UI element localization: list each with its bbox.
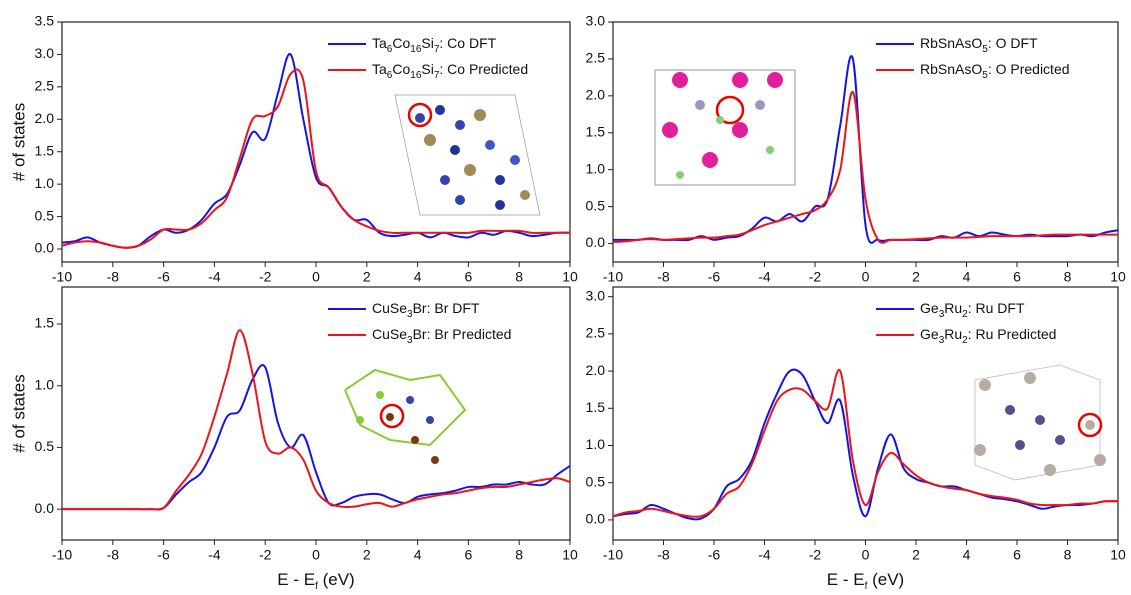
y-tick-label: 3.0 bbox=[586, 287, 606, 303]
x-tick-label: -8 bbox=[107, 547, 120, 563]
y-tick-label: 1.0 bbox=[35, 376, 55, 392]
x-tick-label: -2 bbox=[259, 547, 272, 563]
y-tick-label: 3.0 bbox=[35, 45, 55, 61]
x-tick-label: -8 bbox=[657, 269, 670, 285]
y-tick-label: 0.5 bbox=[586, 473, 606, 489]
x-tick-label: 2 bbox=[363, 269, 371, 285]
x-tick-label: 6 bbox=[465, 547, 473, 563]
x-tick-label: -6 bbox=[157, 269, 170, 285]
y-tick-label: 1.0 bbox=[35, 175, 55, 191]
x-tick-label: 4 bbox=[414, 547, 422, 563]
series-line bbox=[62, 53, 570, 249]
x-tick-label: -2 bbox=[259, 269, 272, 285]
x-tick-label: -4 bbox=[208, 547, 221, 563]
x-tick-label: 0 bbox=[862, 269, 870, 285]
structure-inset bbox=[654, 69, 796, 186]
legend-label: Ta6Co16Si7: Co DFT bbox=[372, 35, 497, 55]
x-tick-label: -8 bbox=[107, 269, 120, 285]
x-tick-label: 10 bbox=[562, 269, 578, 285]
y-tick-label: 2.5 bbox=[35, 78, 55, 94]
x-tick-label: 0 bbox=[312, 547, 320, 563]
panel: -10 -8 -6 -4 -2 0 2 4 6 8 10 0.0 0.5 1.0 1.5 2.0 2.5 3.0 R… bbox=[586, 13, 1126, 285]
x-tick-label: -10 bbox=[603, 269, 623, 285]
x-tick-label: 8 bbox=[1064, 547, 1072, 563]
x-tick-label: 0 bbox=[862, 547, 870, 563]
x-tick-label: 2 bbox=[912, 547, 920, 563]
y-axis-label: # of states bbox=[9, 374, 28, 452]
x-tick-label: -8 bbox=[657, 547, 670, 563]
x-tick-label: 10 bbox=[1110, 269, 1126, 285]
y-tick-label: 1.5 bbox=[35, 142, 55, 158]
series-line bbox=[613, 91, 1118, 244]
y-tick-label: 2.0 bbox=[35, 110, 55, 126]
y-axis-label: # of states bbox=[9, 103, 28, 181]
series-line bbox=[613, 55, 1118, 244]
legend-label: CuSe3Br: Br Predicted bbox=[372, 326, 511, 346]
x-axis-label: E - Ef (eV) bbox=[277, 570, 354, 592]
y-tick-label: 0.0 bbox=[35, 500, 55, 516]
y-tick-label: 2.0 bbox=[586, 362, 606, 378]
x-axis-label: E - Ef (eV) bbox=[827, 570, 904, 592]
y-tick-label: 0.5 bbox=[35, 207, 55, 223]
y-tick-label: 2.5 bbox=[586, 325, 606, 341]
y-tick-label: 0.0 bbox=[586, 234, 606, 250]
series-line bbox=[62, 329, 570, 511]
structure-inset bbox=[394, 94, 541, 216]
x-tick-label: -6 bbox=[708, 547, 721, 563]
panel: -10 -8 -6 -4 -2 0 2 4 6 8 10 0.0 0.5 1.0 1.5 2.0 2.5 3.0 E… bbox=[586, 286, 1126, 592]
y-tick-label: 1.0 bbox=[586, 160, 606, 176]
x-tick-label: -2 bbox=[809, 547, 822, 563]
x-tick-label: -6 bbox=[708, 269, 721, 285]
y-tick-label: 2.5 bbox=[586, 50, 606, 66]
y-tick-label: 2.0 bbox=[586, 87, 606, 103]
structure-inset bbox=[344, 368, 467, 464]
y-tick-label: 3.0 bbox=[586, 13, 606, 29]
legend-label: Ge3Ru2: Ru Predicted bbox=[920, 326, 1056, 346]
legend-label: RbSnAsO5: O Predicted bbox=[920, 61, 1070, 81]
x-tick-label: -4 bbox=[208, 269, 221, 285]
x-tick-label: -4 bbox=[758, 269, 771, 285]
x-tick-label: 6 bbox=[1013, 269, 1021, 285]
legend-label: Ge3Ru2: Ru DFT bbox=[920, 300, 1025, 320]
x-tick-label: 6 bbox=[1013, 547, 1021, 563]
x-tick-label: 2 bbox=[363, 547, 371, 563]
series-line bbox=[613, 368, 1118, 521]
x-tick-label: -10 bbox=[603, 547, 623, 563]
x-tick-label: -10 bbox=[52, 547, 72, 563]
x-tick-label: -2 bbox=[809, 269, 822, 285]
y-tick-label: 1.5 bbox=[35, 315, 55, 331]
x-tick-label: 4 bbox=[414, 269, 422, 285]
x-tick-label: -4 bbox=[758, 547, 771, 563]
x-tick-label: 4 bbox=[963, 269, 971, 285]
y-tick-label: 1.5 bbox=[586, 123, 606, 139]
panel: -10 -8 -6 -4 -2 0 2 4 6 8 10 0.0 0.5 1.0 1.5 # of state… bbox=[9, 286, 578, 592]
y-tick-label: 0.5 bbox=[35, 438, 55, 454]
y-tick-label: 0.0 bbox=[35, 240, 55, 256]
y-tick-label: 0.5 bbox=[586, 197, 606, 213]
panel: -10 -8 -6 -4 -2 0 2 4 6 8 10 0.0 0.5 1.0 1.5 2.0 2.5 3.0 3… bbox=[9, 13, 578, 285]
legend-label: CuSe3Br: Br DFT bbox=[372, 300, 480, 320]
x-tick-label: 4 bbox=[963, 547, 971, 563]
y-tick-label: 1.0 bbox=[586, 436, 606, 452]
x-tick-label: 8 bbox=[1064, 269, 1072, 285]
x-tick-label: -10 bbox=[52, 269, 72, 285]
x-tick-label: 6 bbox=[465, 269, 473, 285]
structure-inset bbox=[974, 364, 1106, 481]
y-tick-label: 3.5 bbox=[35, 13, 55, 29]
x-tick-label: 0 bbox=[312, 269, 320, 285]
x-tick-label: -6 bbox=[157, 547, 170, 563]
x-tick-label: 8 bbox=[515, 547, 523, 563]
x-tick-label: 8 bbox=[515, 269, 523, 285]
legend-label: Ta6Co16Si7: Co Predicted bbox=[372, 61, 528, 81]
x-tick-label: 10 bbox=[1110, 547, 1126, 563]
y-tick-label: 0.0 bbox=[586, 511, 606, 527]
y-tick-label: 1.5 bbox=[586, 399, 606, 415]
series-line bbox=[613, 368, 1118, 518]
series-line bbox=[62, 68, 570, 249]
legend-label: RbSnAsO5: O DFT bbox=[920, 35, 1038, 55]
x-tick-label: 10 bbox=[562, 547, 578, 563]
x-tick-label: 2 bbox=[912, 269, 920, 285]
